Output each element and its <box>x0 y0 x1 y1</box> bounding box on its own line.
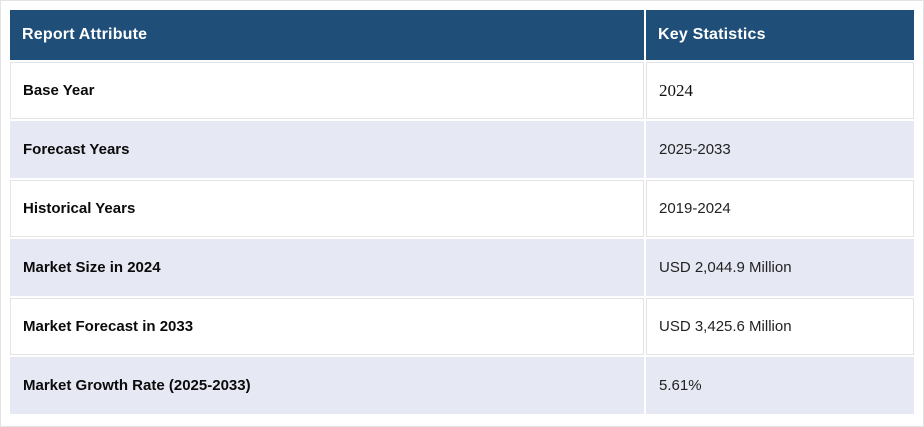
attribute-cell: Historical Years <box>10 180 644 237</box>
attribute-cell: Base Year <box>10 62 644 119</box>
attribute-cell: Market Growth Rate (2025-2033) <box>10 357 644 414</box>
value-cell: 2025-2033 <box>646 121 914 178</box>
header-row: Report Attribute Key Statistics <box>10 10 914 60</box>
report-attributes-table: Report Attribute Key Statistics Base Yea… <box>8 8 916 416</box>
table-row-market-size: Market Size in 2024 USD 2,044.9 Million <box>10 239 914 296</box>
value-cell: 2024 <box>646 62 914 119</box>
value-cell: 5.61% <box>646 357 914 414</box>
table-row-growth-rate: Market Growth Rate (2025-2033) 5.61% <box>10 357 914 414</box>
attribute-cell: Market Size in 2024 <box>10 239 644 296</box>
column-header-report-attribute: Report Attribute <box>10 10 644 60</box>
value-cell: USD 2,044.9 Million <box>646 239 914 296</box>
table-row-historical-years: Historical Years 2019-2024 <box>10 180 914 237</box>
value-cell: 2019-2024 <box>646 180 914 237</box>
table-body: Base Year 2024 Forecast Years 2025-2033 … <box>10 62 914 414</box>
attribute-cell: Forecast Years <box>10 121 644 178</box>
attribute-cell: Market Forecast in 2033 <box>10 298 644 355</box>
column-header-key-statistics: Key Statistics <box>646 10 914 60</box>
value-cell: USD 3,425.6 Million <box>646 298 914 355</box>
table-row-market-forecast: Market Forecast in 2033 USD 3,425.6 Mill… <box>10 298 914 355</box>
table-row-base-year: Base Year 2024 <box>10 62 914 119</box>
table-row-forecast-years: Forecast Years 2025-2033 <box>10 121 914 178</box>
table-header: Report Attribute Key Statistics <box>10 10 914 60</box>
